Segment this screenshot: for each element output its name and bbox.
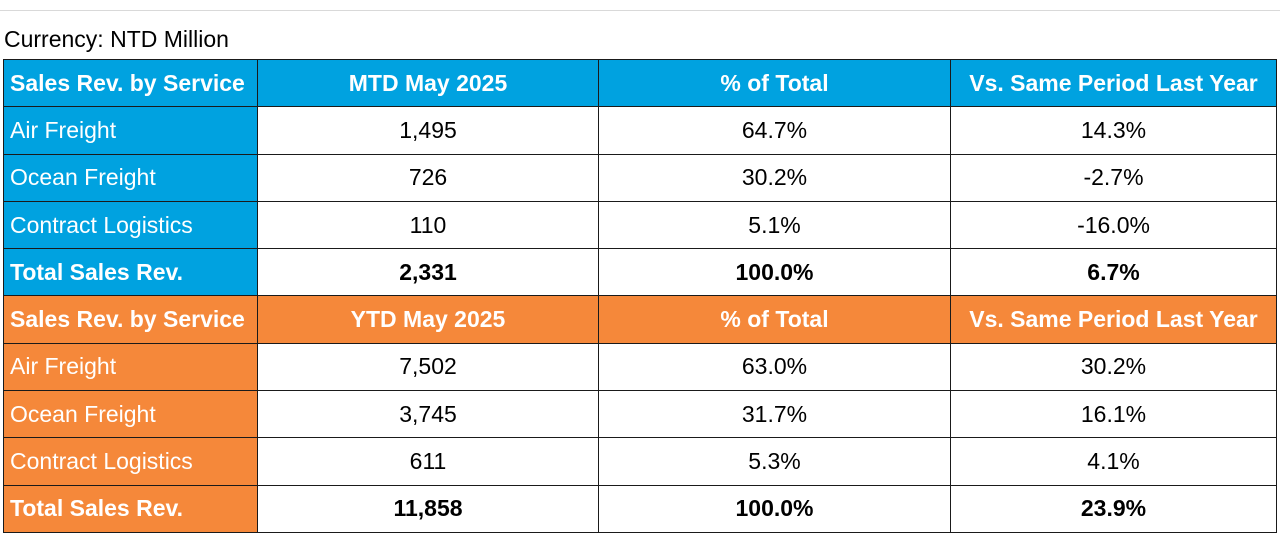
service-label: Air Freight <box>3 106 258 155</box>
growth-value: 14.3% <box>950 106 1277 155</box>
revenue-value: 110 <box>257 200 599 250</box>
header-vs-last-year: Vs. Same Period Last Year <box>950 58 1277 108</box>
header-period: MTD May 2025 <box>257 58 599 108</box>
sales-revenue-table: Sales Rev. by Service MTD May 2025 % of … <box>3 58 1277 533</box>
total-revenue-value: 2,331 <box>257 248 599 297</box>
table-row: Contract Logistics 110 5.1% -16.0% <box>3 200 1277 250</box>
total-revenue-value: 11,858 <box>257 484 599 533</box>
percent-value: 30.2% <box>598 153 951 202</box>
total-percent-value: 100.0% <box>598 248 951 297</box>
growth-value: 4.1% <box>950 437 1277 486</box>
revenue-value: 1,495 <box>257 106 599 155</box>
ytd-header-row: Sales Rev. by Service YTD May 2025 % of … <box>3 295 1277 344</box>
header-percent-total: % of Total <box>598 295 951 344</box>
service-label: Ocean Freight <box>3 153 258 202</box>
revenue-value: 7,502 <box>257 342 599 392</box>
revenue-value: 726 <box>257 153 599 202</box>
percent-value: 5.3% <box>598 437 951 486</box>
percent-value: 31.7% <box>598 390 951 439</box>
percent-value: 64.7% <box>598 106 951 155</box>
table-row: Contract Logistics 611 5.3% 4.1% <box>3 437 1277 486</box>
growth-value: -16.0% <box>950 200 1277 250</box>
growth-value: -2.7% <box>950 153 1277 202</box>
percent-value: 63.0% <box>598 342 951 392</box>
service-label: Contract Logistics <box>3 200 258 250</box>
percent-value: 5.1% <box>598 200 951 250</box>
currency-label: Currency: NTD Million <box>4 26 229 52</box>
header-period: YTD May 2025 <box>257 295 599 344</box>
growth-value: 30.2% <box>950 342 1277 392</box>
mtd-header-row: Sales Rev. by Service MTD May 2025 % of … <box>3 58 1277 108</box>
table-row: Ocean Freight 726 30.2% -2.7% <box>3 153 1277 202</box>
table-row: Ocean Freight 3,745 31.7% 16.1% <box>3 390 1277 439</box>
header-percent-total: % of Total <box>598 58 951 108</box>
table-row: Air Freight 7,502 63.0% 30.2% <box>3 342 1277 392</box>
header-service: Sales Rev. by Service <box>3 295 258 344</box>
total-percent-value: 100.0% <box>598 484 951 533</box>
ytd-total-row: Total Sales Rev. 11,858 100.0% 23.9% <box>3 484 1277 533</box>
total-label: Total Sales Rev. <box>3 484 258 533</box>
service-label: Contract Logistics <box>3 437 258 486</box>
service-label: Air Freight <box>3 342 258 392</box>
table-row: Air Freight 1,495 64.7% 14.3% <box>3 106 1277 155</box>
mtd-total-row: Total Sales Rev. 2,331 100.0% 6.7% <box>3 248 1277 297</box>
growth-value: 16.1% <box>950 390 1277 439</box>
total-growth-value: 6.7% <box>950 248 1277 297</box>
header-vs-last-year: Vs. Same Period Last Year <box>950 295 1277 344</box>
service-label: Ocean Freight <box>3 390 258 439</box>
revenue-value: 611 <box>257 437 599 486</box>
revenue-value: 3,745 <box>257 390 599 439</box>
total-label: Total Sales Rev. <box>3 248 258 297</box>
total-growth-value: 23.9% <box>950 484 1277 533</box>
header-service: Sales Rev. by Service <box>3 58 258 108</box>
top-gridline <box>0 10 1280 11</box>
